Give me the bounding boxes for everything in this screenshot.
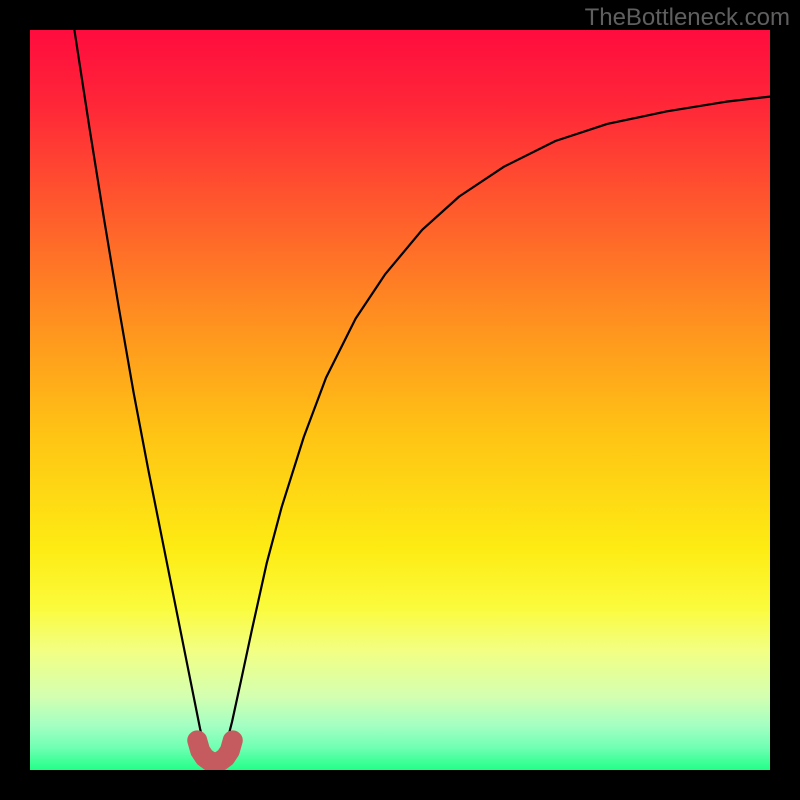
- chart-root: TheBottleneck.com: [0, 0, 800, 800]
- plot-svg: [30, 30, 770, 770]
- gradient-background: [30, 30, 770, 770]
- watermark-text: TheBottleneck.com: [585, 4, 790, 32]
